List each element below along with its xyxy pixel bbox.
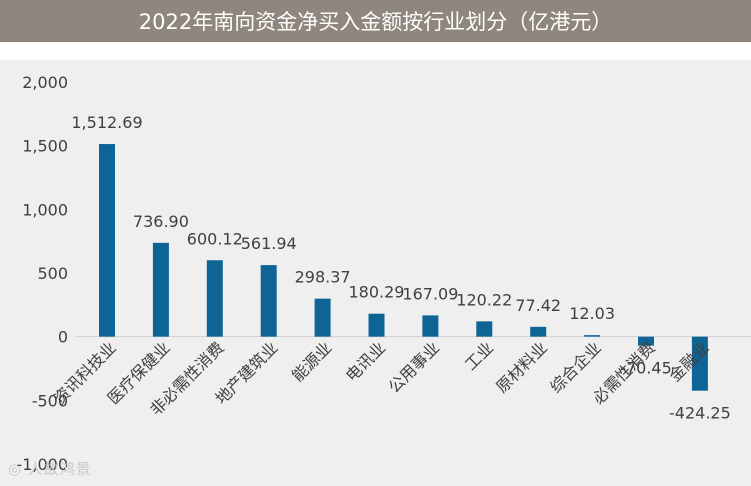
category-label: 电讯业 (342, 338, 389, 385)
y-tick-label: 1,000 (22, 200, 68, 219)
category-label: 原材料业 (492, 338, 551, 397)
data-label: 180.29 (349, 283, 405, 302)
bar (368, 313, 385, 337)
bar-chart: -1,000-50005001,0001,5002,0001,512.69资讯科… (16, 73, 751, 474)
data-label: 1,512.69 (71, 113, 142, 132)
data-label: 120.22 (456, 290, 512, 309)
bar (260, 265, 277, 337)
data-label: 600.12 (187, 229, 243, 248)
bar (152, 242, 169, 337)
data-label: 77.42 (515, 296, 561, 315)
watermark: ◎ 人故鸿景 (8, 460, 92, 478)
y-tick-label: 0 (58, 328, 68, 347)
data-label: 561.94 (241, 234, 297, 253)
plot-area: -1,000 -500 0 500 1,000 1,500 2,000 1,512.69 资讯科… (0, 60, 751, 486)
y-tick-label: 2,000 (22, 73, 68, 92)
data-label: 12.03 (569, 304, 615, 323)
bar (584, 335, 601, 337)
bar (99, 144, 115, 337)
y-tick-label: -500 (32, 391, 68, 410)
y-tick-label: 500 (37, 264, 68, 283)
bar (638, 336, 654, 346)
bar (206, 260, 223, 337)
data-label: -424.25 (669, 404, 731, 423)
bar (314, 298, 331, 337)
bar (691, 336, 708, 391)
y-tick-label: -1,000 (16, 455, 68, 474)
category-label: 能源业 (288, 338, 335, 385)
data-label: 736.90 (133, 212, 189, 231)
category-label: 工业 (461, 338, 497, 374)
bar (530, 326, 547, 337)
chart-title: 2022年南向资金净买入金额按行业划分（亿港元） (0, 0, 751, 42)
bar (476, 321, 493, 337)
category-label: 公用事业 (385, 338, 444, 397)
bar (422, 315, 439, 337)
data-label: -70.45 (620, 359, 672, 378)
y-tick-label: 1,500 (22, 137, 68, 156)
data-label: 167.09 (402, 284, 458, 303)
data-label: 298.37 (295, 268, 351, 287)
